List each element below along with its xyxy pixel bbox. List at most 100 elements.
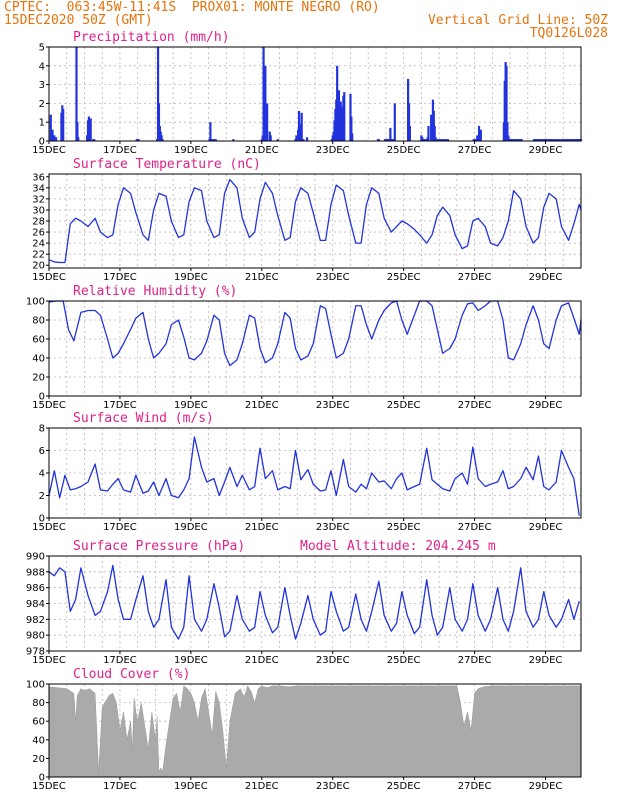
precip-bar bbox=[389, 127, 392, 141]
precip-bar bbox=[516, 139, 520, 141]
cloud-xtick-label: 29DEC bbox=[529, 781, 563, 792]
wind-ytick-label: 2 bbox=[39, 491, 45, 502]
precip-bar bbox=[423, 139, 427, 141]
wind-ytick-label: 6 bbox=[39, 446, 45, 457]
humidity-xtick-label: 27DEC bbox=[458, 400, 492, 411]
wind-xtick-label: 15DEC bbox=[32, 522, 66, 533]
precip-bar bbox=[430, 114, 433, 141]
precip-bar bbox=[555, 139, 558, 141]
precip-bar bbox=[77, 137, 80, 141]
wind-ytick-label: 0 bbox=[39, 514, 45, 525]
precip-bar bbox=[266, 103, 269, 141]
pressure-frame bbox=[48, 555, 582, 652]
precip-bar bbox=[556, 139, 560, 141]
temperature-ytick-label: 36 bbox=[32, 172, 45, 183]
precip-bar bbox=[336, 65, 339, 141]
precip-bar bbox=[212, 139, 216, 141]
wind-xtick-label: 23DEC bbox=[316, 522, 350, 533]
pressure-xtick-label: 21DEC bbox=[245, 655, 279, 666]
precip-bar bbox=[551, 139, 554, 141]
precip-ytick-label: 3 bbox=[39, 80, 45, 91]
precip-bar bbox=[302, 139, 305, 141]
precip-bar bbox=[445, 139, 448, 141]
precip-bar bbox=[407, 103, 411, 141]
temperature-ytick-label: 22 bbox=[32, 250, 45, 261]
temperature-xtick-label: 21DEC bbox=[245, 272, 279, 283]
precip-bar bbox=[337, 90, 341, 141]
precip-bar bbox=[479, 129, 482, 141]
precip-bar bbox=[160, 135, 163, 141]
wind-xtick-label: 17DEC bbox=[103, 522, 137, 533]
precip-bar bbox=[436, 139, 439, 141]
pressure-ytick-label: 980 bbox=[26, 631, 45, 642]
humidity-ytick-label: 20 bbox=[32, 373, 45, 384]
humidity-series-line bbox=[48, 300, 582, 367]
precip-bar bbox=[427, 125, 430, 141]
precip-xtick-label: 15DEC bbox=[32, 145, 66, 156]
precip-title: Precipitation (mm/h) bbox=[73, 30, 230, 45]
precip-bar bbox=[157, 103, 161, 141]
precip-bar bbox=[214, 139, 217, 141]
wind-xtick-label: 27DEC bbox=[458, 522, 492, 533]
precip-bar bbox=[505, 65, 508, 141]
precip-bar bbox=[476, 135, 479, 141]
precip-bar bbox=[53, 135, 56, 141]
pressure-title: Surface Pressure (hPa) bbox=[73, 539, 245, 554]
precip-bar bbox=[434, 137, 437, 141]
humidity-ytick-label: 60 bbox=[32, 335, 45, 346]
cloud-ytick-label: 60 bbox=[32, 717, 45, 728]
precip-bar bbox=[269, 135, 272, 141]
cloud-xtick-label: 25DEC bbox=[387, 781, 421, 792]
header-station: CPTEC: 063:45W-11:41S PROX01: MONTE NEGR… bbox=[4, 0, 380, 15]
precip-bar bbox=[438, 139, 441, 141]
temperature-ytick-label: 34 bbox=[32, 183, 45, 194]
precip-xtick-label: 23DEC bbox=[316, 145, 350, 156]
precip-xtick-label: 29DEC bbox=[529, 145, 563, 156]
precip-bar bbox=[441, 139, 444, 141]
cloud-ytick-label: 100 bbox=[26, 680, 45, 691]
precip-bar bbox=[393, 103, 396, 141]
wind-title: Surface Wind (m/s) bbox=[73, 411, 214, 426]
cloud-xtick-label: 17DEC bbox=[103, 781, 137, 792]
cloud-xtick-label: 21DEC bbox=[245, 781, 279, 792]
precip-bar bbox=[211, 139, 214, 141]
cloud-title: Cloud Cover (%) bbox=[73, 667, 190, 682]
pressure-xtick-label: 27DEC bbox=[458, 655, 492, 666]
pressure-xtick-label: 15DEC bbox=[32, 655, 66, 666]
precip-bar bbox=[351, 133, 354, 141]
pressure-xtick-label: 25DEC bbox=[387, 655, 421, 666]
precip-bar bbox=[553, 139, 556, 141]
precip-ytick-label: 4 bbox=[39, 61, 45, 72]
temperature-xtick-label: 19DEC bbox=[174, 272, 208, 283]
precip-bar bbox=[161, 139, 164, 141]
cloud-ytick-label: 20 bbox=[32, 754, 45, 765]
temperature-xtick-label: 27DEC bbox=[458, 272, 492, 283]
pressure-ytick-label: 982 bbox=[26, 615, 45, 626]
pressure-xtick-label: 19DEC bbox=[174, 655, 208, 666]
precip-bar bbox=[137, 139, 140, 141]
precip-bar bbox=[391, 139, 395, 141]
pressure-xtick-label: 29DEC bbox=[529, 655, 563, 666]
precip-bar bbox=[62, 109, 65, 141]
humidity-xtick-label: 23DEC bbox=[316, 400, 350, 411]
precip-bar bbox=[558, 139, 561, 141]
temperature-xtick-label: 15DEC bbox=[32, 272, 66, 283]
pressure-ytick-label: 988 bbox=[26, 567, 45, 578]
temperature-frame bbox=[48, 173, 582, 269]
wind-frame bbox=[48, 427, 582, 519]
precip-ytick-label: 1 bbox=[39, 118, 45, 129]
precip-bar bbox=[377, 139, 380, 141]
precip-bar bbox=[209, 122, 212, 141]
precip-xtick-label: 27DEC bbox=[458, 145, 492, 156]
cloud-xtick-label: 23DEC bbox=[316, 781, 350, 792]
humidity-ytick-label: 40 bbox=[32, 354, 45, 365]
wind-ytick-label: 8 bbox=[39, 424, 45, 435]
cloud-xtick-label: 27DEC bbox=[458, 781, 492, 792]
humidity-frame bbox=[48, 300, 582, 397]
humidity-xtick-label: 17DEC bbox=[103, 400, 137, 411]
temperature-ytick-label: 26 bbox=[32, 228, 45, 239]
pressure-ytick-label: 986 bbox=[26, 583, 45, 594]
temperature-xtick-label: 25DEC bbox=[387, 272, 421, 283]
temperature-ytick-label: 30 bbox=[32, 205, 45, 216]
cloud-area bbox=[48, 685, 582, 778]
